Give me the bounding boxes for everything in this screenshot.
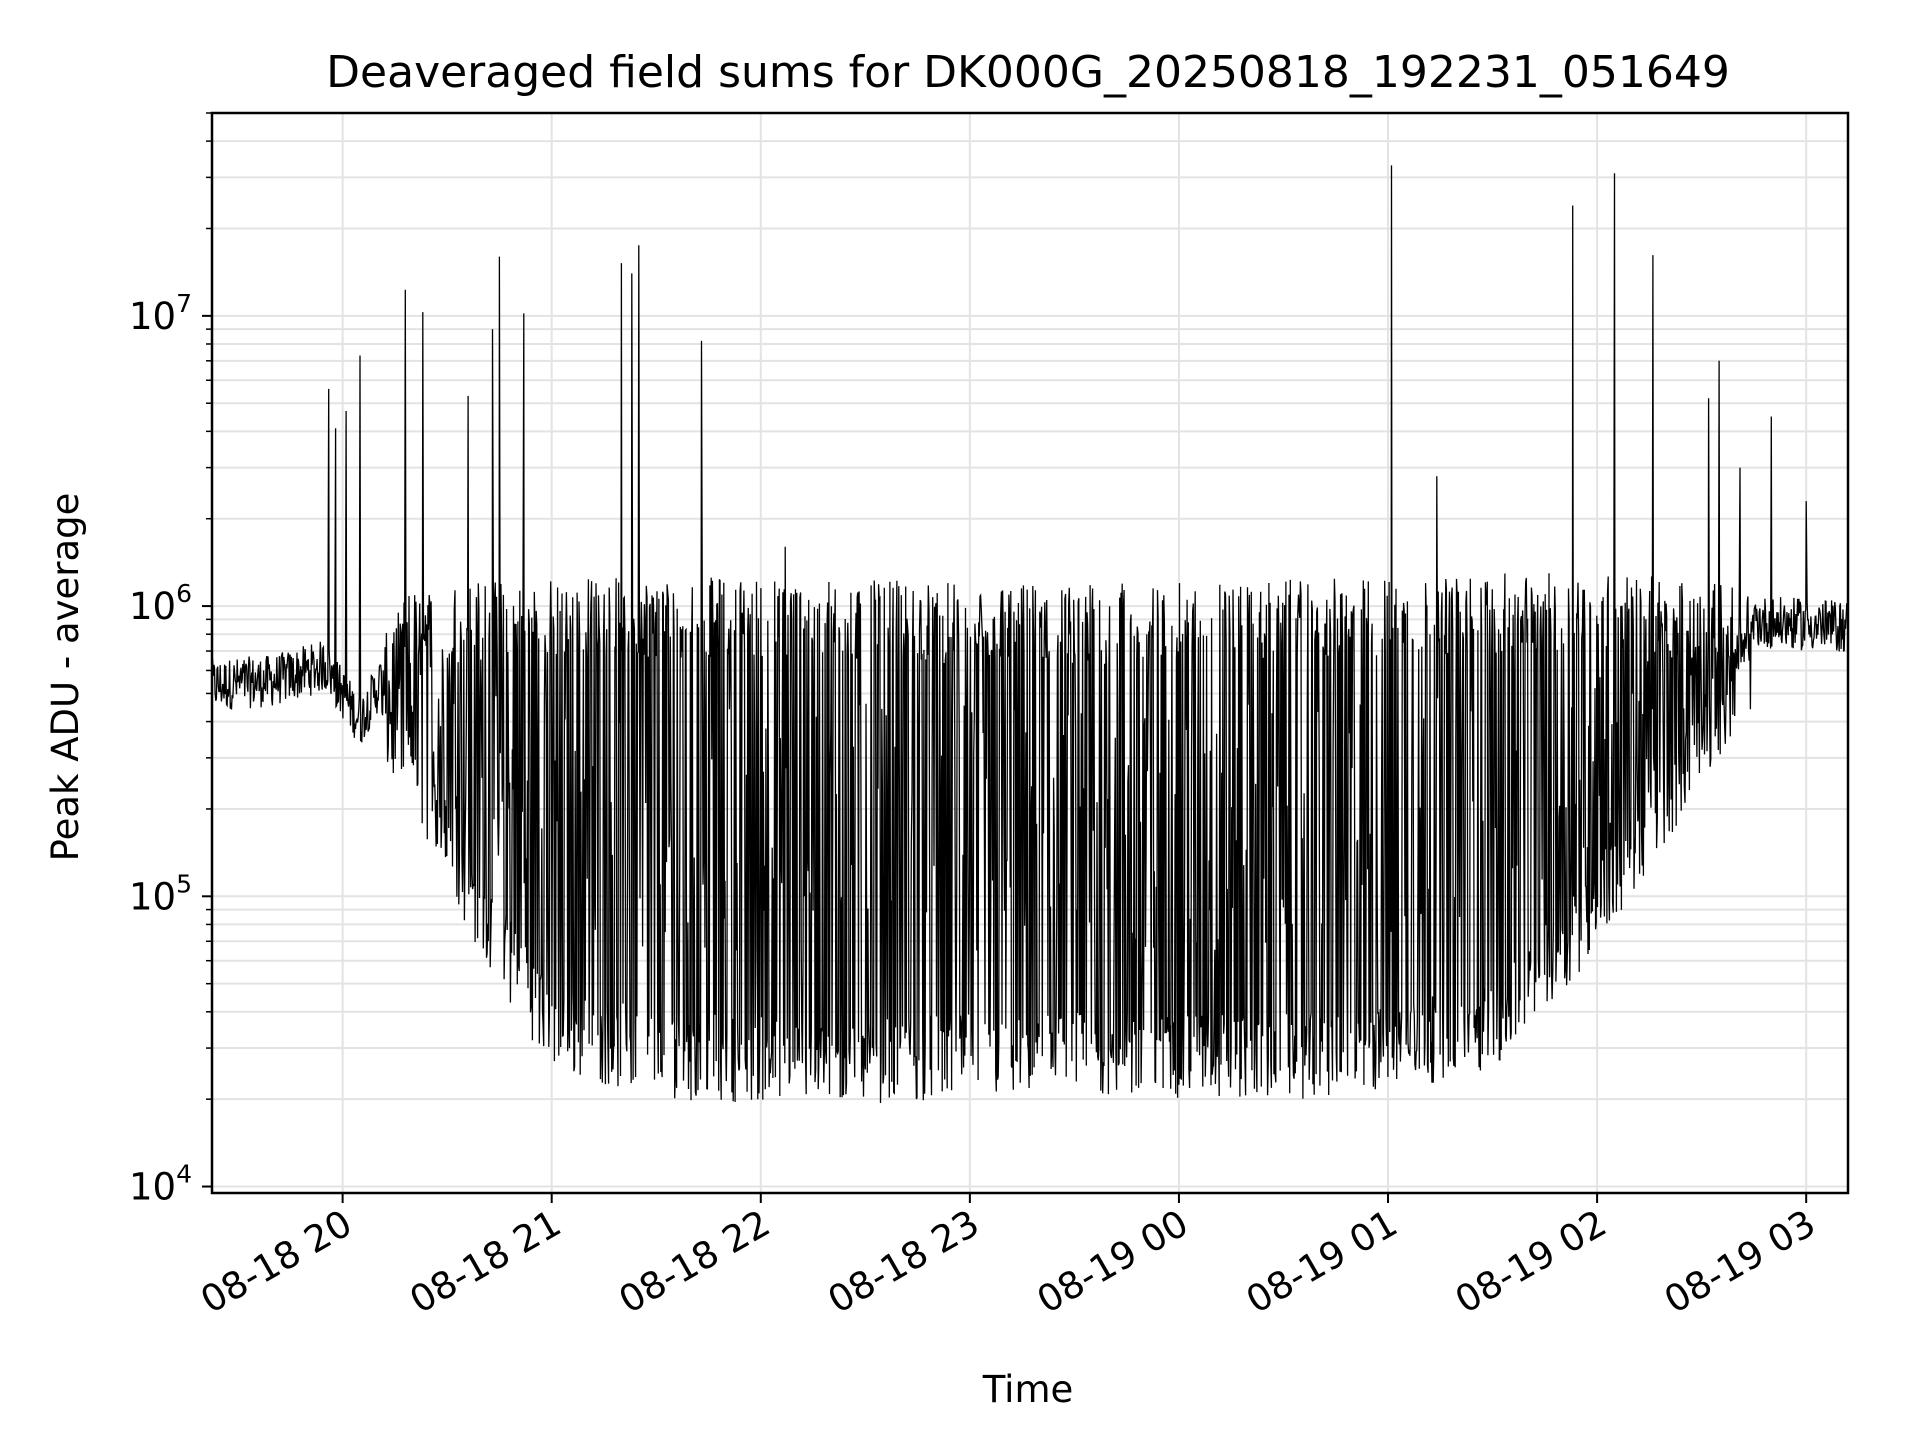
y-axis-label: Peak ADU - average [44, 493, 87, 862]
data-series-line [211, 165, 1849, 1104]
y-tick-label: 104 [129, 1160, 192, 1209]
plot-frame [210, 111, 1850, 1195]
y-tick-label: 105 [129, 869, 192, 918]
y-tick-label: 107 [129, 289, 192, 338]
chart-title: Deaveraged field sums for DK000G_2025081… [326, 47, 1730, 98]
x-axis-label: Time [982, 1368, 1074, 1411]
series-line [211, 165, 1849, 1104]
y-tick-label: 106 [129, 579, 192, 628]
y-axis: 104 105 106 107 [129, 112, 212, 1209]
